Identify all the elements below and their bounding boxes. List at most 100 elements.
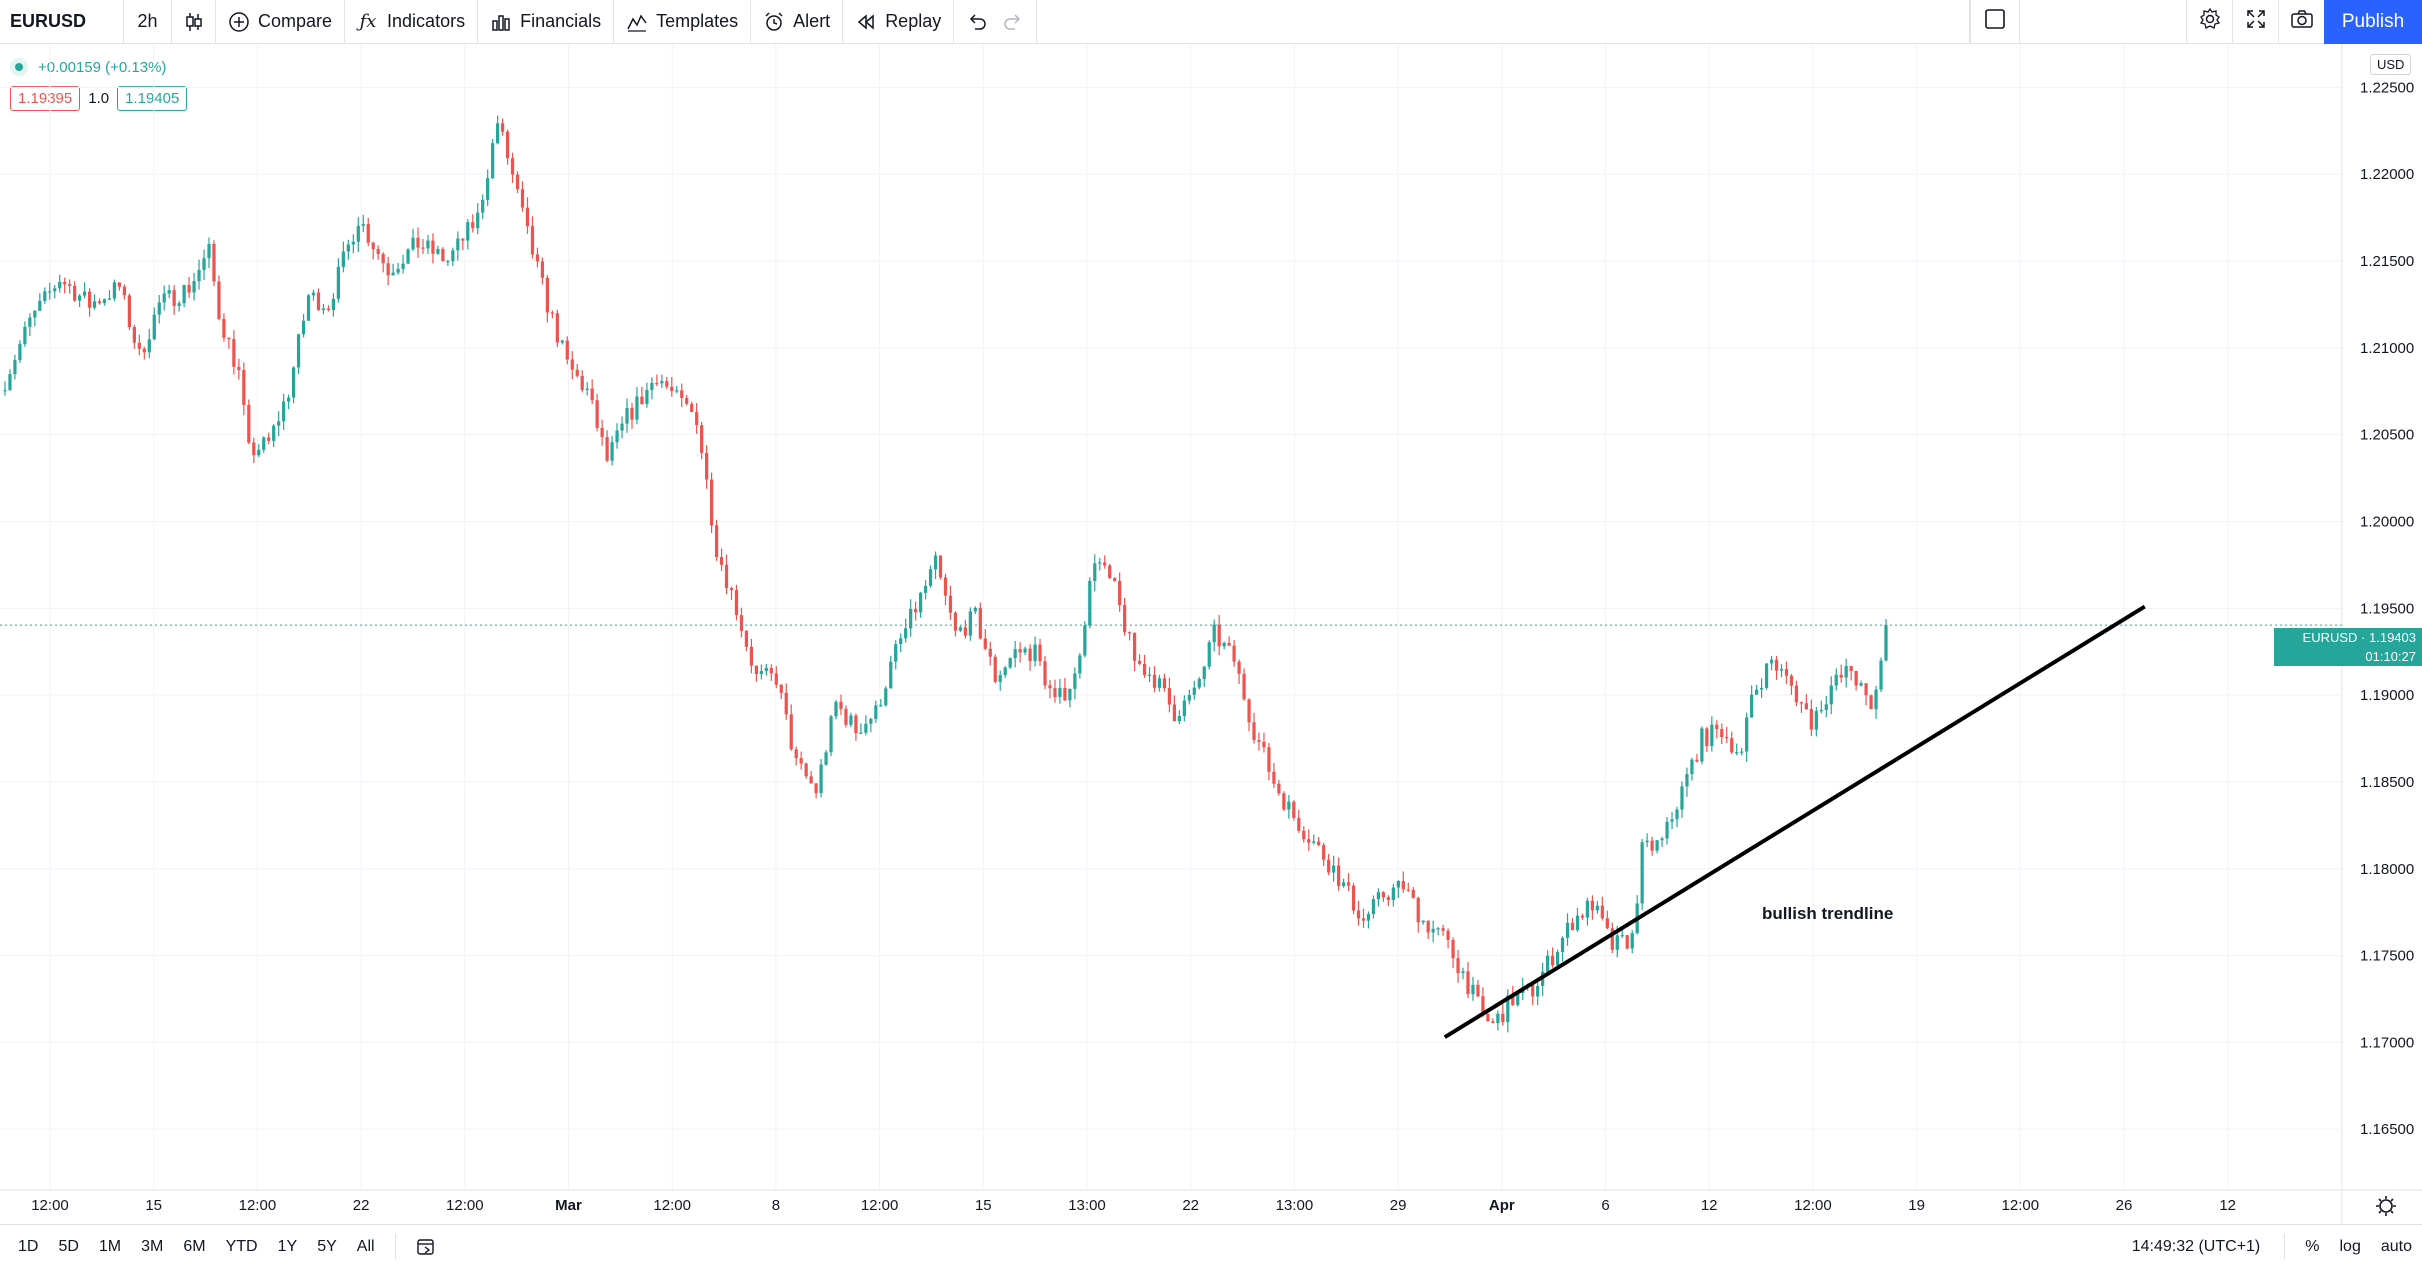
candle-body <box>590 388 594 401</box>
range-5y[interactable]: 5Y <box>317 1237 337 1255</box>
candle-body <box>1735 752 1739 754</box>
candle-body <box>1312 841 1316 843</box>
bullish-trendline[interactable] <box>1443 604 2146 1039</box>
alert-button[interactable]: Alert <box>751 0 844 44</box>
range-1m[interactable]: 1M <box>98 1237 122 1255</box>
range-ytd[interactable]: YTD <box>225 1237 258 1255</box>
candle-body <box>1272 771 1276 784</box>
candle-body <box>1307 839 1311 843</box>
candle-body <box>595 400 599 428</box>
price-axis[interactable]: 1.22500 1.22000 1.21500 1.21000 1.20500 1.200… <box>2360 79 2414 1138</box>
candle-body <box>1565 922 1570 938</box>
time-tick-label: 22 <box>1182 1197 1199 1214</box>
candle-body <box>401 263 405 269</box>
time-tick-label: 13:00 <box>1068 1197 1106 1214</box>
candle-body <box>1645 840 1649 843</box>
range-1y[interactable]: 1Y <box>277 1237 298 1255</box>
chart-style-button[interactable] <box>172 0 216 44</box>
time-tick-label: Apr <box>1489 1197 1515 1214</box>
candle-body <box>1789 675 1794 686</box>
candle-body <box>1476 984 1480 997</box>
time-axis[interactable]: 12:00 15 12:00 22 12:00 Mar 12:00 8 12:00 15 13:00… <box>31 1197 2236 1214</box>
price-tick-label: 1.21000 <box>2360 340 2414 357</box>
interval-button[interactable]: 2h <box>124 0 172 44</box>
candle-body <box>1162 678 1167 689</box>
layout-button[interactable] <box>1970 0 2020 44</box>
candle-body <box>1227 642 1231 646</box>
candle-body <box>172 290 176 306</box>
compare-button[interactable]: Compare <box>216 0 346 44</box>
templates-button[interactable]: Templates <box>614 0 752 44</box>
candle-body <box>1705 728 1709 747</box>
range-6m[interactable]: 6M <box>183 1237 206 1255</box>
candle-body <box>1575 915 1580 931</box>
currency-badge[interactable]: USD <box>2370 54 2412 75</box>
candle-body <box>366 224 370 243</box>
candle-body <box>242 369 246 405</box>
candle-body <box>43 291 47 301</box>
candle-body <box>1451 939 1455 959</box>
candle-body <box>391 272 395 276</box>
candle-body <box>1496 1013 1500 1024</box>
candle-body <box>1182 700 1186 717</box>
market-status-icon[interactable] <box>10 58 28 76</box>
publish-button[interactable]: Publish <box>2324 0 2422 44</box>
replay-button[interactable]: Replay <box>843 0 955 44</box>
candle-body <box>431 240 435 254</box>
financials-button[interactable]: Financials <box>478 0 615 44</box>
candle-body <box>1282 793 1286 810</box>
fullscreen-button[interactable] <box>2232 0 2278 44</box>
candle-body <box>107 298 112 300</box>
candlestick-series <box>3 115 1888 1033</box>
candle-body <box>102 299 107 304</box>
chart-grid <box>0 44 2342 1190</box>
candle-body <box>1819 709 1823 712</box>
candle-body <box>829 716 833 753</box>
candle-body <box>132 327 136 343</box>
candle-body <box>301 320 306 335</box>
candle-body <box>1038 644 1042 662</box>
range-5d[interactable]: 5D <box>58 1237 79 1255</box>
candle-body <box>48 291 52 293</box>
time-tick-label: 22 <box>353 1197 370 1214</box>
log-scale-toggle[interactable]: log <box>2339 1237 2361 1255</box>
candle-body <box>1605 918 1609 929</box>
trendline-label[interactable]: bullish trendline <box>1762 904 1894 923</box>
sell-price-button[interactable]: 1.19395 <box>10 86 81 111</box>
axis-settings-icon[interactable] <box>2376 1196 2396 1216</box>
candle-body <box>1854 670 1858 686</box>
price-chart[interactable]: 1.22500 1.22000 1.21500 1.21000 1.20500 1.200… <box>0 44 2422 1224</box>
timezone-clock[interactable]: 14:49:32 (UTC+1) <box>2131 1237 2261 1255</box>
candle-body <box>889 661 893 689</box>
candle-body <box>1083 625 1087 656</box>
candle-body <box>1207 642 1211 667</box>
go-to-date-button[interactable] <box>406 1236 446 1258</box>
settings-button[interactable] <box>2186 0 2232 44</box>
candle-body <box>1147 674 1152 676</box>
redo-icon[interactable] <box>1002 11 1024 33</box>
undo-icon[interactable] <box>966 11 988 33</box>
candle-body <box>411 237 415 250</box>
candle-body <box>1192 687 1196 695</box>
candle-body <box>53 288 57 292</box>
percent-scale-toggle[interactable]: % <box>2305 1237 2320 1255</box>
candle-body <box>680 390 684 398</box>
candle-body <box>1346 882 1351 886</box>
symbol-search-button[interactable]: EURUSD <box>0 0 124 44</box>
price-tick-label: 1.19500 <box>2360 600 2414 617</box>
auto-scale-toggle[interactable]: auto <box>2380 1237 2412 1255</box>
candle-body <box>899 638 903 645</box>
range-all[interactable]: All <box>356 1237 375 1255</box>
snapshot-button[interactable] <box>2278 0 2324 44</box>
candle-body <box>864 723 868 733</box>
buy-price-button[interactable]: 1.19405 <box>117 86 188 111</box>
range-1d[interactable]: 1D <box>18 1237 39 1255</box>
candle-body <box>58 281 62 289</box>
undo-redo-group <box>954 0 1038 44</box>
candle-body <box>152 314 156 340</box>
spread-value: 1.0 <box>88 90 110 107</box>
indicators-button[interactable]: ƒx Indicators <box>345 0 479 44</box>
candle-body <box>1884 625 1888 661</box>
candle-body <box>799 758 803 764</box>
range-3m[interactable]: 3M <box>141 1237 164 1255</box>
